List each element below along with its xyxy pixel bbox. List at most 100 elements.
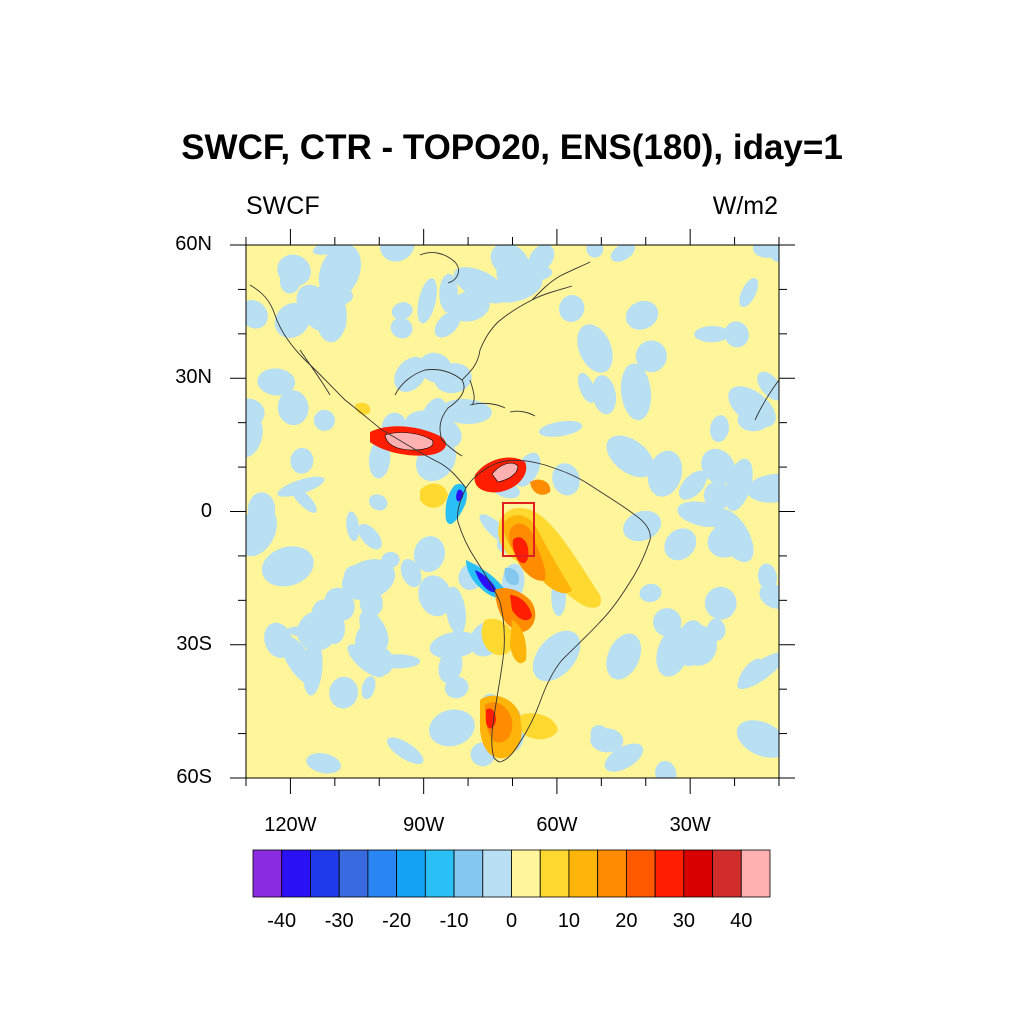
colorbar-tick-label: 0 [505, 910, 518, 932]
negative-patch [664, 528, 697, 561]
negative-patch [257, 368, 296, 396]
colorbar-swatch [568, 849, 599, 898]
negative-patch [246, 416, 263, 458]
colorbar-swatch [683, 849, 713, 898]
negative-patch [358, 523, 382, 550]
lat-tick-label: 60N [175, 233, 212, 255]
negative-patch [625, 300, 659, 330]
lon-tick-label: 60W [536, 814, 578, 836]
negative-patch [391, 302, 413, 320]
negative-patch [386, 737, 424, 765]
lon-tick-label: 90W [403, 814, 445, 836]
negative-patch [577, 324, 613, 373]
negative-patch [246, 398, 265, 429]
negative-patch [279, 269, 301, 294]
colorbar-swatch [396, 849, 426, 898]
negative-patch [655, 760, 677, 778]
negative-patch [261, 546, 314, 587]
negative-patch [707, 523, 746, 558]
colorbar-swatch [367, 849, 398, 898]
negative-patch [538, 420, 583, 437]
negative-patch [277, 476, 325, 497]
negative-patch [752, 245, 779, 258]
negative-patch [418, 575, 452, 617]
colorbar [252, 849, 771, 898]
negative-patch [324, 587, 355, 621]
negative-patch [368, 494, 388, 511]
colorbar-tick-label: -40 [267, 910, 297, 932]
negative-patch [247, 492, 276, 528]
lat-tick-label: 0 [200, 499, 212, 522]
colorbar-tick-label: -10 [439, 910, 469, 932]
negative-patch [400, 558, 422, 588]
negative-patch [592, 375, 617, 415]
negative-patch [724, 458, 753, 511]
negative-patch [528, 245, 555, 272]
negative-patch [704, 586, 737, 620]
negative-patch [639, 583, 662, 603]
negative-patch [315, 290, 347, 343]
colorbar-tick-label: 30 [672, 910, 695, 932]
negative-patch [746, 473, 779, 503]
negative-patch [246, 300, 268, 329]
colorbar-swatch [597, 849, 627, 898]
negative-anomaly-patches [246, 245, 779, 778]
colorbar-swatch [740, 849, 771, 898]
colorbar-swatch [712, 849, 742, 898]
negative-patch [413, 536, 446, 573]
negative-patch [379, 245, 415, 262]
colorbar-swatch [654, 849, 685, 898]
negative-patch [647, 450, 683, 497]
units-label: W/m2 [712, 192, 778, 220]
colorbar-tick-label: 40 [730, 910, 753, 932]
negative-patch [728, 386, 776, 428]
negative-patch [559, 294, 585, 323]
negative-patch [736, 720, 779, 758]
negative-patch [439, 399, 492, 424]
negative-patch [429, 631, 480, 659]
negative-patch [694, 325, 730, 343]
colorbar-tick-label: 10 [557, 910, 581, 932]
colorbar-swatch [539, 849, 570, 898]
colorbar-swatch [424, 849, 455, 898]
negative-patch [329, 676, 359, 709]
negative-patch [604, 743, 644, 772]
colorbar-swatch [252, 849, 283, 898]
negative-patch [577, 372, 596, 403]
colorbar-tick-label: -20 [382, 910, 412, 932]
negative-patch [610, 245, 636, 262]
negative-patch [313, 409, 335, 431]
lon-tick-label: 30W [669, 814, 711, 836]
figure-title: SWCF, CTR - TOPO20, ENS(180), iday=1 [181, 128, 843, 167]
negative-patch [438, 649, 463, 684]
lon-tick-label: 120W [264, 814, 317, 836]
lat-tick-label: 60S [176, 766, 212, 788]
colorbar-tick-label: 20 [615, 910, 638, 932]
negative-patch [739, 278, 759, 308]
negative-patch [390, 317, 413, 339]
negative-patch [361, 676, 376, 700]
axis-ticks [230, 229, 795, 794]
negative-patch [620, 363, 652, 421]
colorbar-swatch [338, 849, 369, 898]
negative-patch [757, 563, 778, 591]
negative-patch [453, 267, 508, 304]
negative-patch [429, 709, 475, 747]
negative-patch [297, 610, 338, 651]
colorbar-tick-label: -30 [324, 910, 354, 932]
negative-patch [290, 447, 314, 474]
negative-patch [623, 510, 662, 542]
negative-patch [656, 627, 691, 677]
negative-patch [346, 511, 360, 542]
negative-patch [724, 321, 749, 348]
negative-patch [280, 635, 317, 685]
negative-patch [344, 565, 366, 586]
anomaly-features [355, 402, 601, 759]
negative-patch [709, 415, 730, 443]
negative-patch [277, 390, 309, 426]
negative-patch [347, 644, 385, 678]
negative-patch [635, 340, 667, 373]
negative-patch [606, 435, 655, 478]
negative-patch [532, 630, 581, 682]
